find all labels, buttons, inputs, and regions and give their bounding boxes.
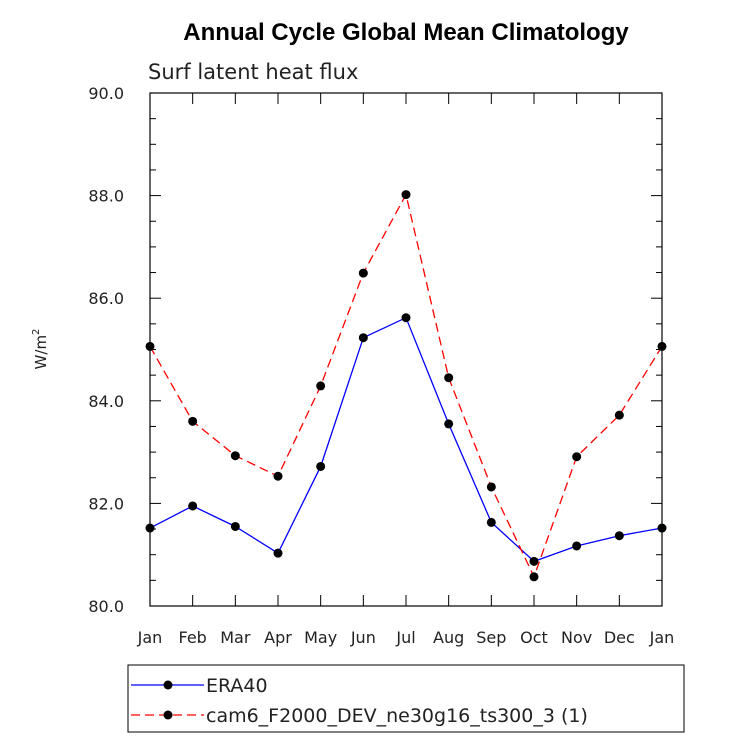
data-point <box>529 572 539 582</box>
x-tick-label: Dec <box>604 628 635 647</box>
y-axis-label-unit: W/m <box>32 335 50 370</box>
legend: ERA40 cam6_F2000_DEV_ne30g16_ts300_3 (1) <box>127 664 685 733</box>
data-point <box>444 373 454 383</box>
y-tick-label: 88.0 <box>88 187 124 206</box>
data-point <box>316 461 326 471</box>
y-axis-label: W/m2 <box>31 329 50 370</box>
data-point <box>230 521 240 531</box>
data-point <box>358 268 368 278</box>
y-axis-label-exponent: 2 <box>31 329 42 335</box>
data-point <box>188 416 198 426</box>
data-point <box>486 517 496 527</box>
data-point <box>529 556 539 566</box>
legend-label: cam6_F2000_DEV_ne30g16_ts300_3 (1) <box>206 705 588 727</box>
data-point <box>316 381 326 391</box>
x-tick-label: Feb <box>179 628 207 647</box>
chart-title: Annual Cycle Global Mean Climatology <box>183 19 629 46</box>
data-point <box>188 501 198 511</box>
data-point <box>572 452 582 462</box>
x-tick-label: Jul <box>395 628 415 647</box>
data-point <box>401 190 411 200</box>
axis-tick-labels: 80.0 82.0 84.0 86.0 88.0 90.0 Jan Feb Mar Apr May J… <box>88 84 674 647</box>
series-line <box>149 192 663 579</box>
data-point <box>230 451 240 461</box>
chart-subtitle: Surf latent heat flux <box>148 60 358 84</box>
y-tick-label: 90.0 <box>88 84 124 103</box>
data-point <box>486 482 496 492</box>
axis-ticks <box>149 92 663 607</box>
data-point <box>358 333 368 343</box>
data-point <box>572 541 582 551</box>
y-tick-label: 86.0 <box>88 289 124 308</box>
data-point <box>401 313 411 323</box>
x-tick-label: Jan <box>649 628 675 647</box>
data-point <box>614 531 624 541</box>
data-point <box>444 419 454 429</box>
data-point <box>273 548 283 558</box>
series-line <box>149 316 663 563</box>
x-tick-label: Sep <box>476 628 506 647</box>
x-tick-label: Jan <box>137 628 163 647</box>
x-tick-label: Nov <box>561 628 592 647</box>
y-tick-label: 82.0 <box>88 494 124 513</box>
series-lines <box>149 192 663 579</box>
legend-box <box>127 664 685 733</box>
legend-marker <box>163 710 173 720</box>
data-point <box>273 471 283 481</box>
legend-marker <box>163 680 173 690</box>
y-tick-label: 84.0 <box>88 392 124 411</box>
x-tick-label: Mar <box>220 628 251 647</box>
y-tick-label: 80.0 <box>88 597 124 616</box>
x-tick-label: Apr <box>264 628 292 647</box>
x-tick-label: May <box>304 628 337 647</box>
x-tick-label: Oct <box>520 628 548 647</box>
legend-label: ERA40 <box>206 675 268 697</box>
series-points <box>145 190 667 582</box>
x-tick-label: Jun <box>350 628 376 647</box>
x-tick-label: Aug <box>433 628 464 647</box>
plot-frame <box>149 92 663 607</box>
data-point <box>614 410 624 420</box>
